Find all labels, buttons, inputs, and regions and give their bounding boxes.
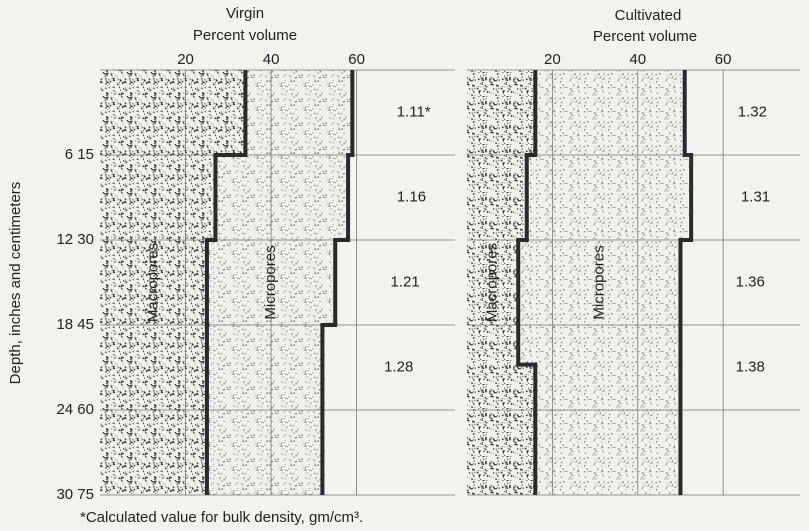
- y-tick-label: 12 30: [56, 231, 94, 248]
- bulk-density-label: 1.28: [384, 358, 413, 375]
- segment: [526, 155, 692, 240]
- x-tick-label: 60: [715, 51, 732, 68]
- segment: [215, 155, 349, 240]
- segment: [100, 155, 216, 240]
- x-tick-label: 20: [177, 51, 194, 68]
- segment: [467, 364, 536, 495]
- x-tick-label: 60: [348, 51, 365, 68]
- y-tick-label: 6 15: [65, 146, 94, 163]
- bulk-density-label: 1.31: [741, 188, 770, 205]
- y-tick-label: 18 45: [56, 316, 94, 333]
- segment: [518, 240, 681, 365]
- bulk-density-label: 1.32: [738, 103, 767, 120]
- segment: [535, 364, 681, 495]
- segment: [467, 155, 527, 240]
- x-tick-label: 40: [263, 51, 280, 68]
- footnote: *Calculated value for bulk density, gm/c…: [80, 509, 363, 526]
- x-tick-label: 40: [629, 51, 646, 68]
- panel-title: Cultivated: [615, 7, 682, 24]
- bulk-density-label: 1.38: [736, 358, 765, 375]
- segment: [535, 70, 685, 155]
- panel-subtitle: Percent volume: [193, 27, 297, 44]
- series-label: Macropores: [144, 243, 161, 322]
- panel-title: Virgin: [226, 5, 264, 22]
- series-label: Micropores: [590, 245, 607, 319]
- segment: [100, 240, 207, 325]
- bulk-density-label: 1.11*: [397, 103, 431, 120]
- bulk-density-label: 1.16: [397, 188, 426, 205]
- y-tick-label: 24 60: [56, 401, 94, 418]
- x-tick-label: 20: [544, 51, 561, 68]
- segment: [245, 70, 353, 155]
- segment: [100, 70, 246, 155]
- bulk-density-label: 1.36: [736, 273, 765, 290]
- segment: [467, 240, 519, 365]
- panel-subtitle: Percent volume: [593, 28, 697, 45]
- bulk-density-label: 1.21: [391, 273, 420, 290]
- y-tick-label: 30 75: [56, 486, 94, 503]
- series-label: Macropores: [484, 243, 501, 322]
- y-axis-label: Depth, inches and centimeters: [7, 182, 24, 385]
- series-label: Micropores: [262, 245, 279, 319]
- segment: [467, 70, 536, 155]
